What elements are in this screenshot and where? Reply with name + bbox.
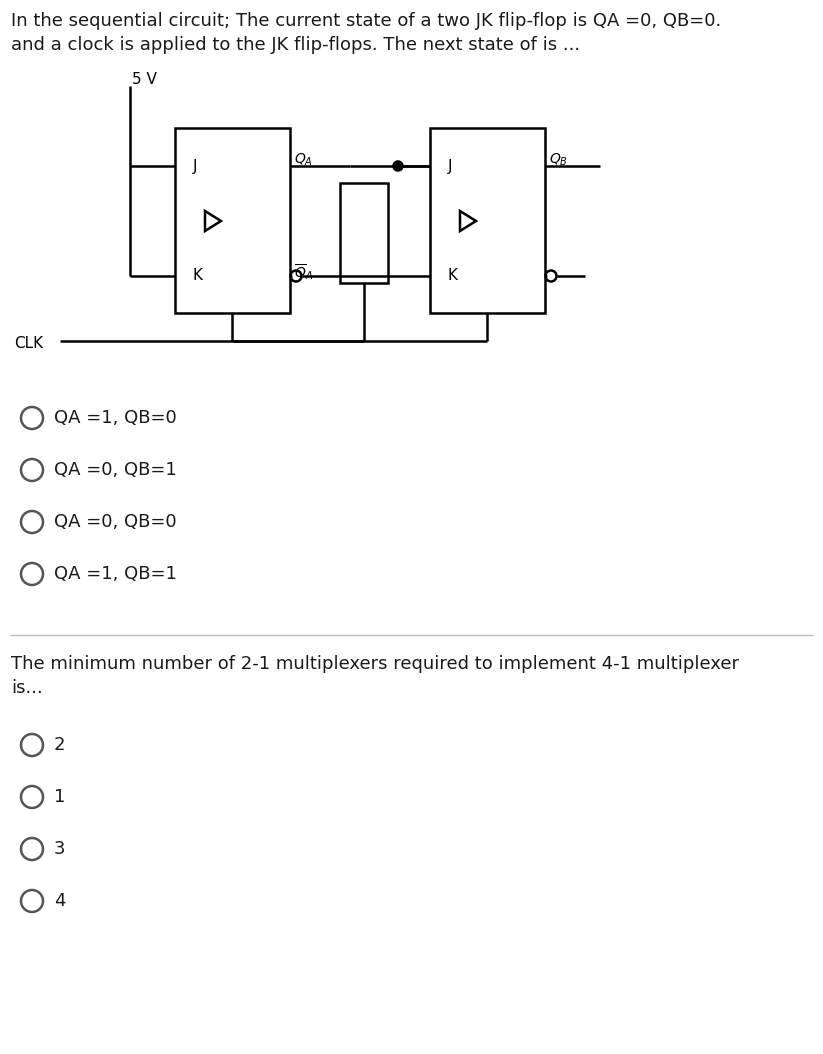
Text: In the sequential circuit; The current state of a two JK flip-flop is QA =0, QB=: In the sequential circuit; The current s… bbox=[11, 12, 721, 30]
Text: QA =1, QB=1: QA =1, QB=1 bbox=[54, 565, 177, 583]
Text: $Q_A$: $Q_A$ bbox=[294, 152, 313, 169]
Text: and a clock is applied to the JK flip-flops. The next state of is ...: and a clock is applied to the JK flip-fl… bbox=[11, 36, 580, 54]
Text: K: K bbox=[193, 269, 203, 284]
Text: 2: 2 bbox=[54, 736, 66, 754]
Text: QA =0, QB=0: QA =0, QB=0 bbox=[54, 513, 177, 531]
Text: is...: is... bbox=[11, 679, 43, 697]
Text: The minimum number of 2-1 multiplexers required to implement 4-1 multiplexer: The minimum number of 2-1 multiplexers r… bbox=[11, 655, 739, 674]
Text: $Q_B$: $Q_B$ bbox=[549, 152, 568, 169]
Text: J: J bbox=[193, 158, 198, 174]
Bar bbox=[430, 128, 545, 313]
Text: J: J bbox=[448, 158, 453, 174]
Bar bbox=[175, 128, 290, 313]
Text: 3: 3 bbox=[54, 840, 66, 858]
Text: QA =1, QB=0: QA =1, QB=0 bbox=[54, 409, 177, 427]
Text: K: K bbox=[448, 269, 458, 284]
Text: 1: 1 bbox=[54, 788, 65, 806]
Text: CLK: CLK bbox=[14, 335, 43, 351]
Text: $\overline{Q}_A$: $\overline{Q}_A$ bbox=[294, 262, 313, 281]
Bar bbox=[340, 183, 388, 284]
Text: 5 V: 5 V bbox=[132, 72, 157, 87]
Text: 4: 4 bbox=[54, 892, 66, 910]
Circle shape bbox=[393, 161, 402, 171]
Text: QA =0, QB=1: QA =0, QB=1 bbox=[54, 461, 177, 479]
